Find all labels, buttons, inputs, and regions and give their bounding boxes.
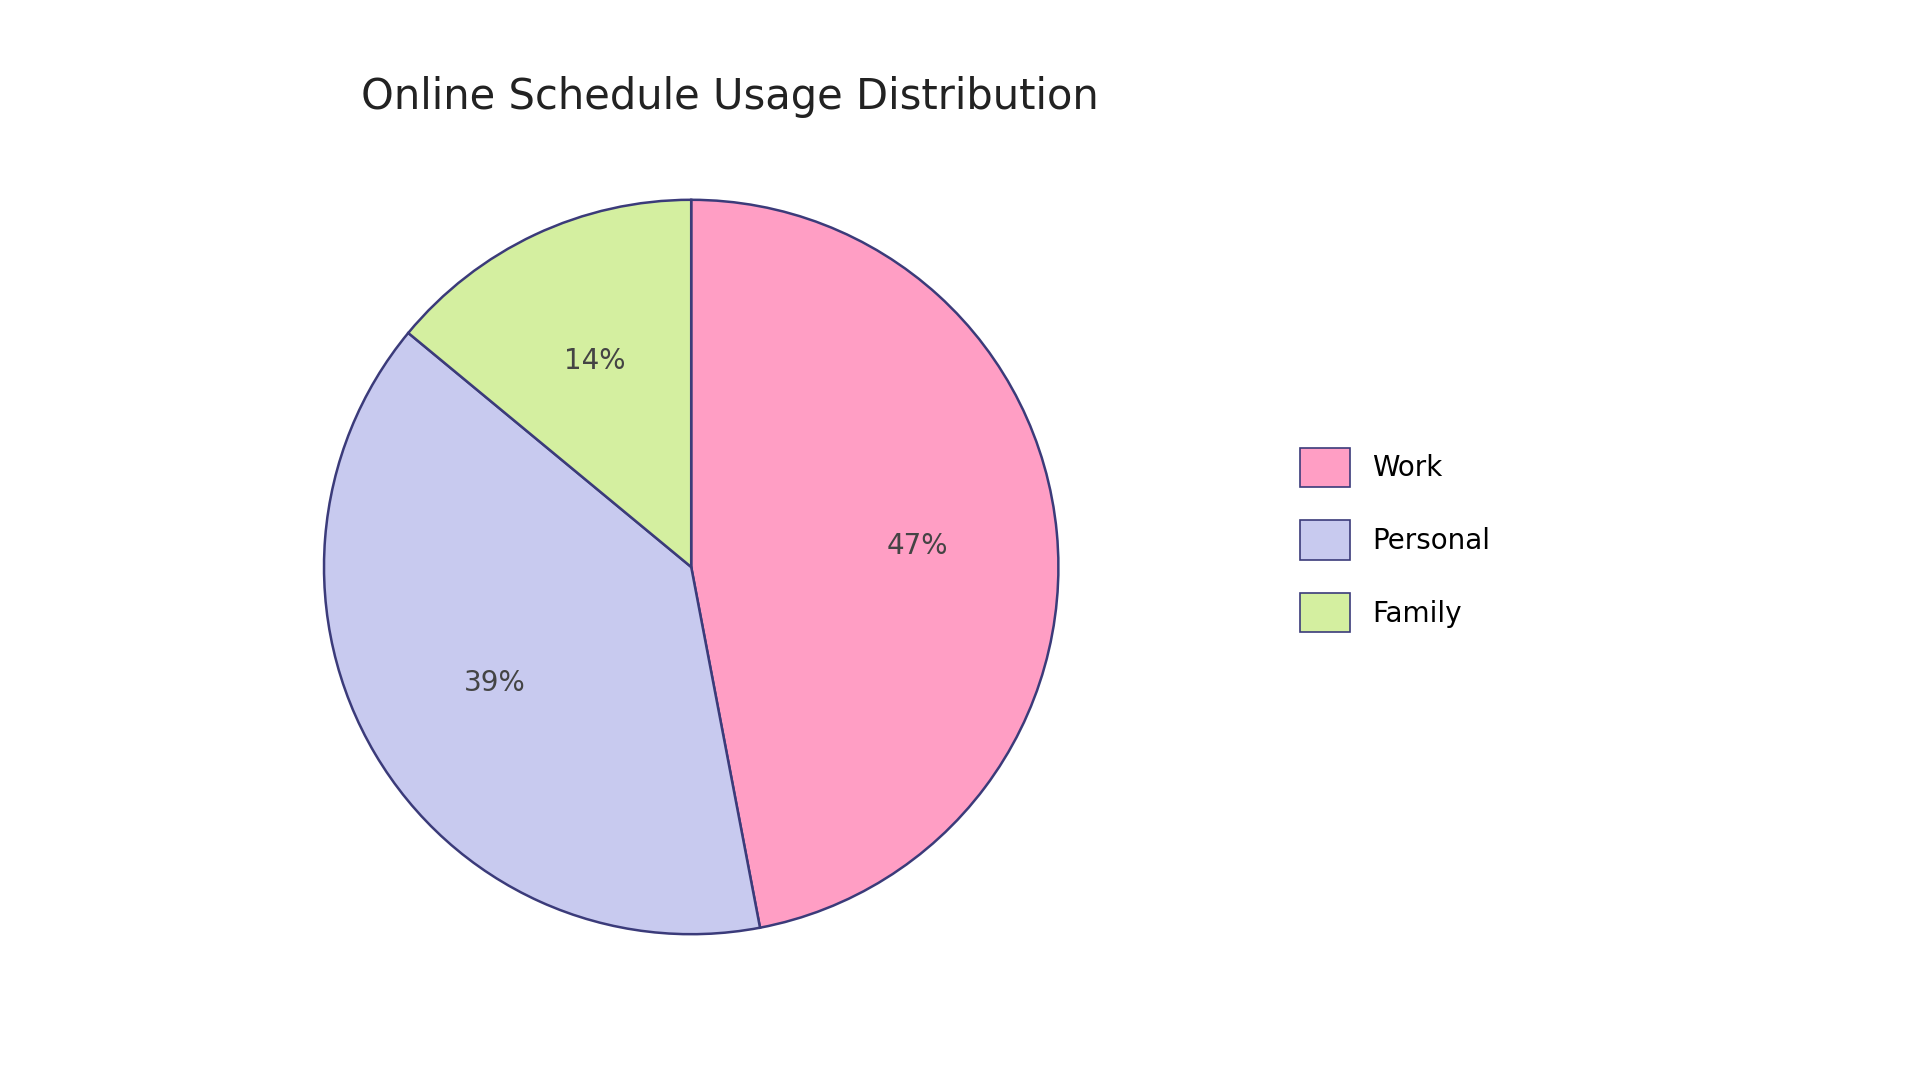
Text: 39%: 39% — [465, 669, 526, 697]
Wedge shape — [324, 333, 760, 934]
Text: Online Schedule Usage Distribution: Online Schedule Usage Distribution — [361, 76, 1098, 118]
Text: 14%: 14% — [563, 347, 626, 375]
Wedge shape — [691, 200, 1058, 928]
Text: 47%: 47% — [887, 531, 948, 559]
Wedge shape — [409, 200, 691, 567]
Legend: Work, Personal, Family: Work, Personal, Family — [1300, 448, 1490, 632]
